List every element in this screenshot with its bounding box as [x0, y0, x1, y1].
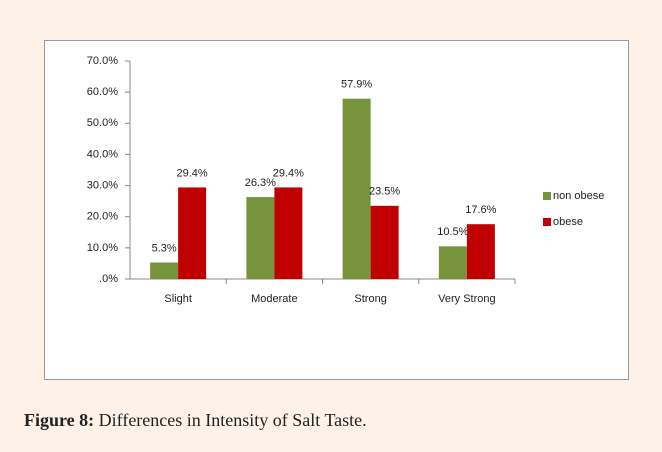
chart-frame — [44, 40, 629, 380]
legend-label: non obese — [553, 190, 604, 202]
y-tick-label: 10.0% — [87, 242, 118, 254]
y-tick-label: 20.0% — [87, 211, 118, 223]
y-tick-label: 60.0% — [87, 86, 118, 98]
value-label: 29.4% — [177, 167, 208, 179]
y-tick-label: 30.0% — [87, 179, 118, 191]
legend-swatch — [543, 218, 551, 226]
bar — [178, 187, 207, 279]
bar — [274, 187, 303, 279]
value-label: 10.5% — [437, 226, 468, 238]
y-tick-label: 40.0% — [87, 148, 118, 160]
bar — [466, 224, 495, 279]
bar — [370, 205, 399, 279]
x-tick-label: Very Strong — [438, 293, 495, 305]
value-label: 57.9% — [341, 79, 372, 91]
y-tick-label: .0% — [99, 273, 118, 285]
bar — [246, 197, 275, 279]
x-tick-label: Moderate — [251, 293, 297, 305]
y-tick-label: 70.0% — [87, 55, 118, 67]
value-label: 17.6% — [465, 204, 496, 216]
value-label: 23.5% — [369, 186, 400, 198]
legend-label: obese — [553, 216, 583, 228]
value-label: 26.3% — [245, 177, 276, 189]
bar — [342, 98, 371, 279]
caption-text: Differences in Intensity of Salt Taste. — [98, 410, 367, 430]
bar — [438, 246, 467, 279]
caption: Figure 8: Differences in Intensity of Sa… — [24, 410, 367, 431]
x-tick-label: Slight — [164, 293, 192, 305]
caption-label: Figure 8: — [24, 410, 95, 430]
chart: .0% 10.0% 20.0% 30.0% 40.0% 50.0% 60.0% 70.0% Sl… — [44, 40, 629, 380]
value-label: 5.3% — [152, 242, 177, 254]
value-label: 29.4% — [273, 167, 304, 179]
bar — [150, 262, 179, 279]
x-tick-label: Strong — [354, 293, 386, 305]
legend-swatch — [543, 192, 551, 200]
y-tick-label: 50.0% — [87, 117, 118, 129]
